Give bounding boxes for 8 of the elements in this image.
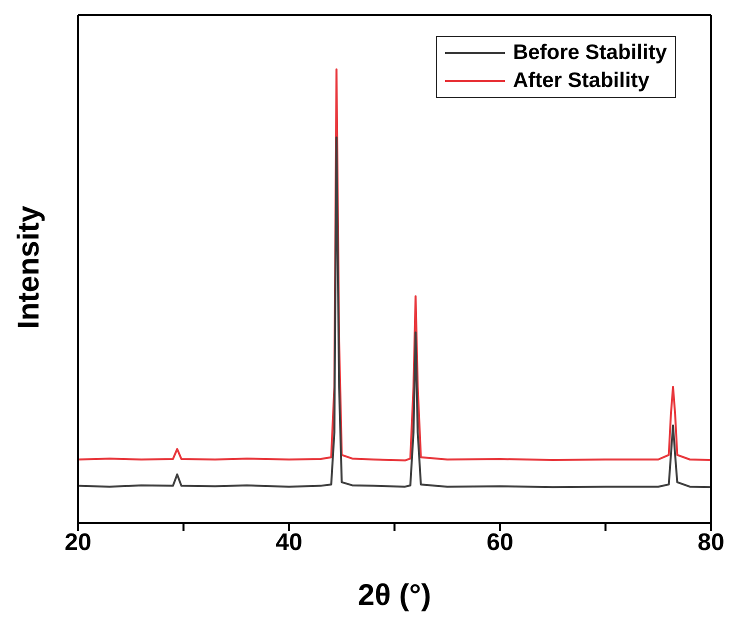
legend-label: Before Stability bbox=[512, 40, 667, 66]
y-axis-title: Intensity bbox=[12, 205, 46, 329]
x-tick-label: 20 bbox=[64, 529, 92, 556]
legend-label: After Stability bbox=[512, 68, 650, 94]
x-tick-label: 40 bbox=[276, 529, 302, 556]
x-axis-title: 2θ (°) bbox=[358, 579, 432, 612]
x-tick-label: 80 bbox=[698, 529, 724, 556]
x-tick-label: 60 bbox=[486, 529, 514, 556]
